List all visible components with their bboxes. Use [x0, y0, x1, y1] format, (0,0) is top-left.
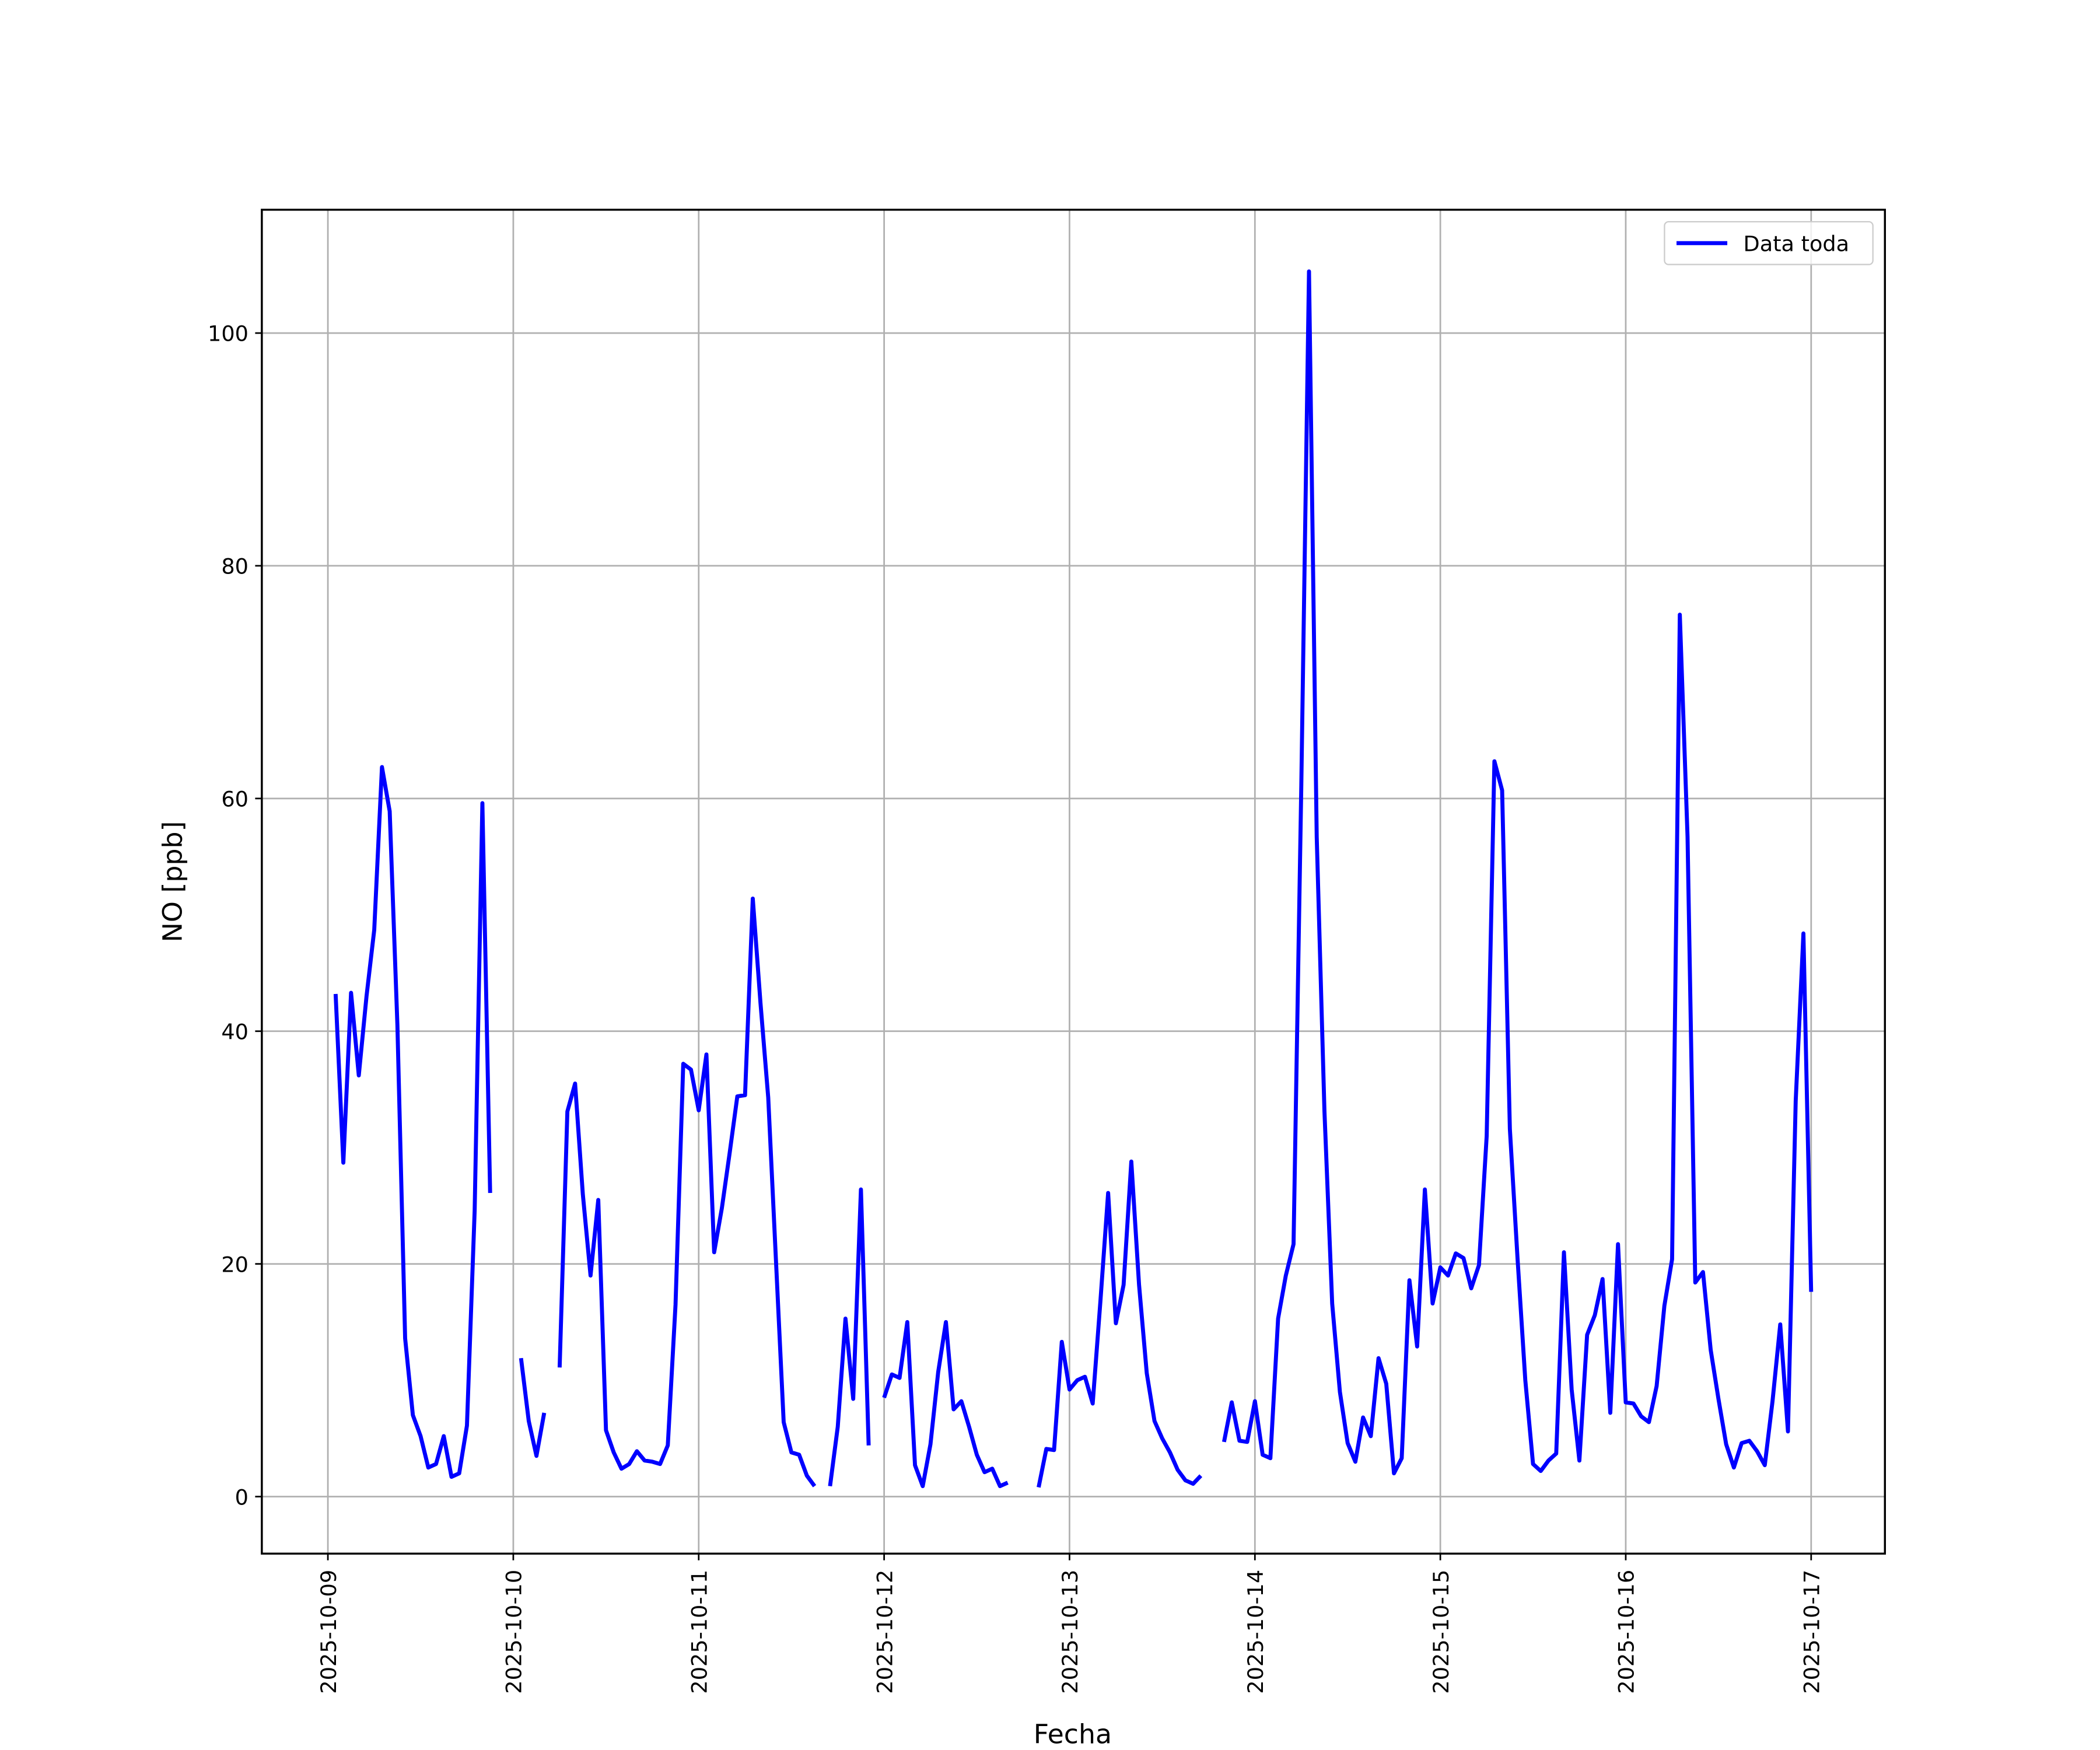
x-tick-label: 2025-10-15: [1429, 1570, 1454, 1694]
y-tick-label: 80: [221, 554, 249, 579]
y-tick-label: 20: [221, 1252, 249, 1277]
x-tick-label: 2025-10-13: [1058, 1570, 1083, 1694]
x-axis-label: Fecha: [1034, 1718, 1112, 1750]
x-tick-label: 2025-10-12: [872, 1570, 897, 1694]
legend: Data toda: [1664, 221, 1874, 265]
y-tick-label: 60: [221, 787, 249, 812]
data-line: [333, 269, 1814, 1489]
y-tick-label: 100: [208, 321, 249, 346]
x-tick-label: 2025-10-09: [316, 1570, 341, 1694]
x-tick-label: 2025-10-10: [502, 1570, 527, 1694]
x-tick-label: 2025-10-11: [687, 1570, 712, 1694]
y-axis-label: NO [ppb]: [156, 821, 188, 943]
x-tick-label: 2025-10-17: [1800, 1570, 1825, 1694]
x-tick-label: 2025-10-14: [1243, 1570, 1268, 1694]
axes-frame: [261, 208, 1887, 1555]
legend-box: [1664, 221, 1874, 265]
legend-label: Data toda: [1744, 232, 1850, 257]
x-tick-label: 2025-10-16: [1614, 1570, 1639, 1694]
y-tick-label: 0: [235, 1485, 249, 1510]
y-tick-label: 40: [221, 1020, 249, 1045]
